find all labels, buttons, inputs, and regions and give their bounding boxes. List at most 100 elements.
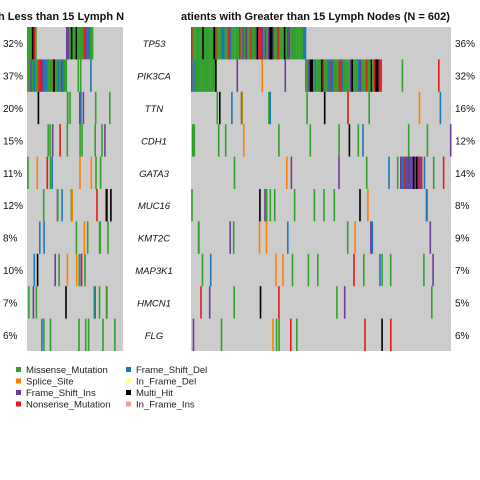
right-mutation-cdh1 [217,124,220,157]
right-mutation-tp53 [291,27,294,60]
right-mutation-tp53 [287,27,289,60]
left-mutation-tp53 [74,27,76,60]
right-mutation-pik3ca [194,59,196,92]
left-mutation-pik3ca [57,59,60,92]
right-mutation-tp53 [285,27,288,60]
right-mutation-tp53 [232,27,235,60]
right-mutation-pik3ca [197,59,200,92]
right-mutation-pik3ca [308,59,310,92]
right-mutation-kmt2c [258,221,261,254]
left-mutation-flg [41,318,43,351]
right-mutation-tp53 [255,27,257,60]
right-mutation-cdh1 [357,124,360,157]
right-mutation-pik3ca [378,59,381,92]
right-mutation-pik3ca [373,59,376,92]
right-mutation-cdh1 [338,124,340,157]
right-mutation-ttn [306,91,308,125]
right-panel-title: atients with Greater than 15 Lymph Nodes… [181,11,450,23]
right-mutation-muc16 [333,189,336,222]
right-mutation-tp53 [218,27,220,60]
right-mutation-gata3 [432,156,435,189]
right-mutation-hmcn1 [278,286,280,319]
right-mutation-tp53 [215,27,217,60]
right-percentage: 36% [455,39,475,50]
left-mutation-cdh1 [94,124,96,157]
right-mutation-tp53 [295,27,297,60]
right-mutation-tp53 [242,27,244,60]
right-mutation-pik3ca [365,59,368,92]
right-mutation-hmcn1 [431,286,433,319]
left-mutation-pik3ca [77,59,80,92]
left-mutation-gata3 [99,156,102,189]
right-mutation-cdh1 [278,124,280,157]
right-mutation-gata3 [404,156,407,189]
right-mutation-flg [381,318,383,351]
right-mutation-tp53 [192,27,195,60]
right-mutation-tp53 [248,27,251,60]
gene-label-pik3ca: PIK3CA [137,72,171,83]
right-mutation-kmt2c [354,221,356,254]
left-percentage: 12% [3,201,23,212]
right-mutation-tp53 [279,27,281,60]
left-mutation-pik3ca [35,59,37,92]
right-mutation-tp53 [216,27,219,60]
right-mutation-tp53 [199,27,201,60]
left-mutation-pik3ca [39,59,42,92]
right-mutation-hmcn1 [208,286,211,319]
right-mutation-kmt2c [198,221,200,254]
right-mutation-tp53 [264,27,267,60]
right-mutation-tp53 [269,27,272,60]
gene-label-kmt2c: KMT2C [138,234,170,245]
left-mutation-cdh1 [49,124,51,157]
right-mutation-pik3ca [377,59,379,92]
left-mutation-pik3ca [30,59,32,92]
right-mutation-pik3ca [345,59,347,92]
legend-swatch [126,367,131,372]
right-mutation-tp53 [234,27,236,60]
right-mutation-tp53 [213,27,216,60]
right-mutation-muc16 [323,189,325,222]
left-mutation-muc16 [110,189,112,222]
right-mutation-flg [364,318,366,351]
right-mutation-cdh1 [224,124,227,157]
right-mutation-hmcn1 [343,286,346,319]
right-mutation-tp53 [226,27,228,60]
left-mutation-ttn [80,91,82,125]
right-mutation-pik3ca [213,59,216,92]
gene-label-gata3: GATA3 [139,169,169,180]
legend: Missense_Mutation Frame_Shift_Del Splice_S… [16,365,207,411]
left-mutation-cdh1 [66,124,69,157]
right-percentage: 16% [455,104,475,115]
right-mutation-map3k1 [275,253,277,287]
right-mutation-tp53 [301,27,304,60]
left-mutation-tp53 [78,27,81,60]
left-mutation-ttn [82,91,85,125]
right-mutation-gata3 [365,156,368,189]
left-mutation-map3k1 [75,253,78,287]
right-mutation-tp53 [298,27,300,60]
right-mutation-tp53 [245,27,248,60]
right-mutation-pik3ca [325,59,328,92]
left-mutation-hmcn1 [94,286,96,319]
right-mutation-pik3ca [372,59,374,92]
right-mutation-hmcn1 [233,286,235,319]
right-mutation-gata3 [412,156,415,189]
right-mutation-tp53 [296,27,299,60]
right-mutation-cdh1 [362,124,364,157]
left-mutation-flg [102,318,104,351]
right-mutation-tp53 [194,27,196,60]
right-mutation-pik3ca [341,59,344,92]
right-mutation-tp53 [243,27,246,60]
left-mutation-tp53 [75,27,78,60]
left-mutation-muc16 [57,189,59,222]
right-percentage: 8% [455,201,470,212]
legend-label: Nonsense_Mutation [26,400,111,411]
left-mutation-pik3ca [28,59,31,92]
left-mutation-tp53 [27,27,29,60]
right-mutation-ttn [268,91,270,125]
left-mutation-tp53 [83,27,86,60]
left-mutation-pik3ca [90,59,92,92]
right-mutation-map3k1 [389,253,392,287]
right-mutation-tp53 [202,27,204,60]
legend-label: Frame_Shift_Del [136,365,207,376]
